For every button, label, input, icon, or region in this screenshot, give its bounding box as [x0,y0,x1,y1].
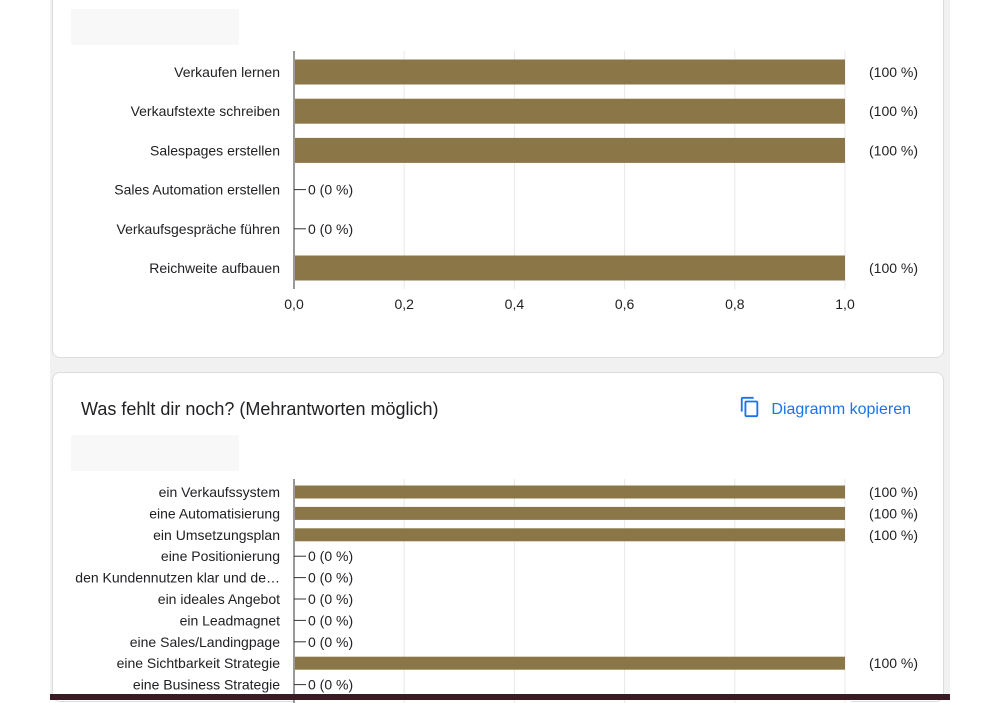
bar[interactable] [295,59,845,85]
data-label: (100 %) [869,655,918,671]
data-label: (100 %) [869,64,918,80]
data-label: (100 %) [869,505,918,521]
x-tick-label: 0,8 [725,296,745,312]
chart-title: Was fehlt dir noch? (Mehrantworten mögli… [81,399,439,419]
data-label: 0 (0 %) [308,591,353,607]
data-label: 0 (0 %) [308,677,353,693]
category-label: den Kundennutzen klar und de… [75,570,280,586]
data-label: (100 %) [869,260,918,276]
bar[interactable] [295,98,845,124]
category-label: eine Automatisierung [149,505,280,521]
x-tick-label: 0,0 [284,296,304,312]
data-label: 0 (0 %) [308,182,353,198]
window-bottom-edge [50,694,950,700]
category-label: eine Sichtbarkeit Strategie [117,655,281,671]
data-label: 0 (0 %) [308,221,353,237]
category-label: ein Umsetzungsplan [153,527,280,543]
x-tick-label: 0,4 [505,296,525,312]
category-label: Verkaufen lernen [174,64,280,80]
category-label: eine Business Strategie [133,677,280,693]
x-tick-label: 0,6 [615,296,635,312]
data-label: 0 (0 %) [308,612,353,628]
category-label: Reichweite aufbauen [149,260,280,276]
bar[interactable] [295,255,845,281]
legend-placeholder [71,435,239,471]
plot-area [294,51,851,289]
copy-chart-button[interactable]: Diagramm kopieren [739,395,911,424]
x-tick-label: 0,2 [394,296,414,312]
category-label: Sales Automation erstellen [114,182,280,198]
data-label: 0 (0 %) [308,634,353,650]
data-label: (100 %) [869,527,918,543]
x-tick-label: 1,0 [835,296,855,312]
category-label: ein Leadmagnet [180,612,281,628]
chart-card-2: Was fehlt dir noch? (Mehrantworten mögli… [52,372,944,703]
bar-chart-1: Verkaufen lernen (100 %) Verkaufstexte sch… [114,51,918,312]
bar[interactable] [295,485,845,499]
chart-card-1: p Verkaufen lernen(100 %)Verkaufstexte s… [52,0,944,358]
data-label: (100 %) [869,103,918,119]
data-label: (100 %) [869,484,918,500]
legend-placeholder [71,9,239,45]
bar[interactable] [295,137,845,163]
bar[interactable] [295,656,845,670]
copy-icon [739,395,761,424]
category-label: Salespages erstellen [150,142,280,158]
bar-chart-2: ein Verkaufssystem (100 %) eine Automatisi… [75,479,918,703]
data-label: (100 %) [869,142,918,158]
category-label: ein ideales Angebot [158,591,280,607]
data-label: 0 (0 %) [308,570,353,586]
bar[interactable] [295,528,845,542]
copy-chart-label: Diagramm kopieren [771,400,911,418]
category-label: eine Positionierung [161,548,280,564]
category-label: eine Sales/Landingpage [130,634,280,650]
bar[interactable] [295,506,845,520]
category-label: Verkaufsgespräche führen [117,221,280,237]
category-label: Verkaufstexte schreiben [131,103,280,119]
data-label: 0 (0 %) [308,548,353,564]
category-label: ein Verkaufssystem [159,484,280,500]
